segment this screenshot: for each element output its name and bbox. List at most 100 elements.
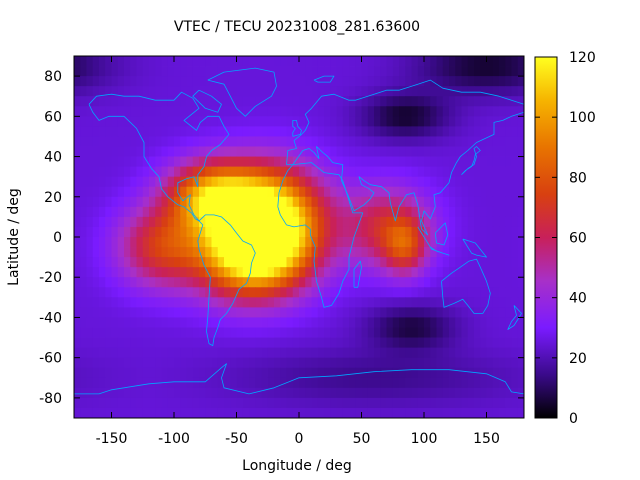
heatmap-cell bbox=[480, 126, 487, 137]
heatmap-cell bbox=[86, 156, 94, 168]
heatmap-cell bbox=[174, 126, 181, 137]
heatmap-cell bbox=[105, 237, 112, 248]
heatmap-cell bbox=[92, 226, 100, 238]
heatmap-cell bbox=[430, 377, 437, 389]
heatmap-cell bbox=[355, 196, 362, 208]
heatmap-cell bbox=[236, 196, 244, 208]
heatmap-cell bbox=[474, 116, 481, 127]
heatmap-cell bbox=[392, 146, 400, 157]
heatmap-cell bbox=[86, 146, 94, 157]
heatmap-cell bbox=[336, 277, 344, 288]
heatmap-cell bbox=[305, 407, 312, 419]
heatmap-cell bbox=[149, 86, 156, 97]
heatmap-cell bbox=[186, 277, 194, 288]
heatmap-cell bbox=[336, 347, 344, 359]
heatmap-cell bbox=[249, 96, 256, 107]
heatmap-cell bbox=[105, 96, 112, 107]
heatmap-cell bbox=[511, 76, 519, 87]
heatmap-cell bbox=[342, 96, 350, 107]
heatmap-cell bbox=[249, 216, 256, 228]
heatmap-cell bbox=[155, 76, 162, 87]
heatmap-cell bbox=[255, 96, 262, 107]
y-tick-label: 80 bbox=[44, 69, 62, 85]
heatmap-cell bbox=[124, 347, 131, 359]
heatmap-cell bbox=[105, 126, 112, 137]
heatmap-cell bbox=[242, 56, 250, 67]
heatmap-cell bbox=[442, 96, 450, 107]
heatmap-cell bbox=[355, 397, 362, 409]
heatmap-cell bbox=[230, 56, 237, 67]
heatmap-cell bbox=[267, 277, 275, 288]
heatmap-cell bbox=[211, 317, 219, 328]
heatmap-cell bbox=[405, 106, 412, 117]
heatmap-cell bbox=[180, 297, 187, 308]
heatmap-cell bbox=[442, 136, 450, 147]
heatmap-cell bbox=[480, 86, 487, 97]
heatmap-cell bbox=[155, 216, 162, 228]
heatmap-cell bbox=[80, 307, 87, 318]
heatmap-cell bbox=[305, 357, 312, 369]
heatmap-cell bbox=[399, 176, 406, 188]
heatmap-cell bbox=[199, 186, 206, 198]
heatmap-cell bbox=[324, 367, 331, 379]
heatmap-cell bbox=[461, 257, 469, 268]
heatmap-cell bbox=[330, 146, 337, 157]
heatmap-cell bbox=[380, 307, 387, 318]
heatmap-cell bbox=[230, 387, 237, 399]
heatmap-cell bbox=[386, 216, 394, 228]
heatmap-cell bbox=[255, 267, 262, 278]
heatmap-cell bbox=[74, 146, 81, 157]
heatmap-cell bbox=[111, 56, 119, 67]
coast-uk bbox=[292, 120, 302, 137]
heatmap-cell bbox=[180, 407, 187, 419]
heatmap-cell bbox=[180, 247, 187, 258]
heatmap-cell bbox=[274, 287, 281, 298]
heatmap-cell bbox=[374, 277, 381, 288]
heatmap-cell bbox=[142, 287, 150, 298]
heatmap-cell bbox=[149, 247, 156, 258]
heatmap-cell bbox=[361, 196, 369, 208]
heatmap-cell bbox=[249, 397, 256, 409]
heatmap-cell bbox=[486, 106, 494, 117]
heatmap-cell bbox=[430, 337, 437, 349]
heatmap-cell bbox=[111, 136, 119, 147]
heatmap-cell bbox=[386, 226, 394, 238]
heatmap-cell bbox=[199, 176, 206, 188]
heatmap-cell bbox=[305, 206, 312, 218]
heatmap-cell bbox=[499, 186, 506, 198]
heatmap-cell bbox=[499, 136, 506, 147]
heatmap-cell bbox=[299, 387, 306, 399]
heatmap-cell bbox=[374, 56, 381, 67]
heatmap-cell bbox=[424, 377, 431, 389]
heatmap-cell bbox=[461, 347, 469, 359]
heatmap-cell bbox=[99, 186, 106, 198]
heatmap-cell bbox=[124, 377, 131, 389]
heatmap-cell bbox=[236, 116, 244, 127]
heatmap-cell bbox=[330, 226, 337, 238]
heatmap-cell bbox=[449, 287, 456, 298]
heatmap-cell bbox=[274, 76, 281, 87]
heatmap-cell bbox=[99, 166, 106, 178]
heatmap-cell bbox=[349, 287, 356, 298]
heatmap-cell bbox=[299, 377, 306, 389]
heatmap-cell bbox=[249, 106, 256, 117]
heatmap-cell bbox=[386, 116, 394, 127]
heatmap-cell bbox=[374, 206, 381, 218]
heatmap-cell bbox=[461, 247, 469, 258]
heatmap-cell bbox=[292, 106, 300, 117]
heatmap-cell bbox=[492, 397, 500, 409]
heatmap-cell bbox=[111, 317, 119, 328]
y-tick-label: 0 bbox=[53, 230, 62, 246]
heatmap-cell bbox=[299, 76, 306, 87]
heatmap-cell bbox=[161, 126, 169, 137]
heatmap-cell bbox=[192, 327, 200, 338]
coast-australia bbox=[441, 258, 491, 314]
heatmap-cell bbox=[167, 287, 175, 298]
heatmap-cell bbox=[405, 146, 412, 157]
heatmap-cell bbox=[292, 347, 300, 359]
heatmap-cell bbox=[274, 297, 281, 308]
heatmap-cell bbox=[74, 277, 81, 288]
heatmap-cell bbox=[280, 56, 287, 67]
heatmap-cell bbox=[405, 237, 412, 248]
heatmap-cell bbox=[136, 216, 144, 228]
